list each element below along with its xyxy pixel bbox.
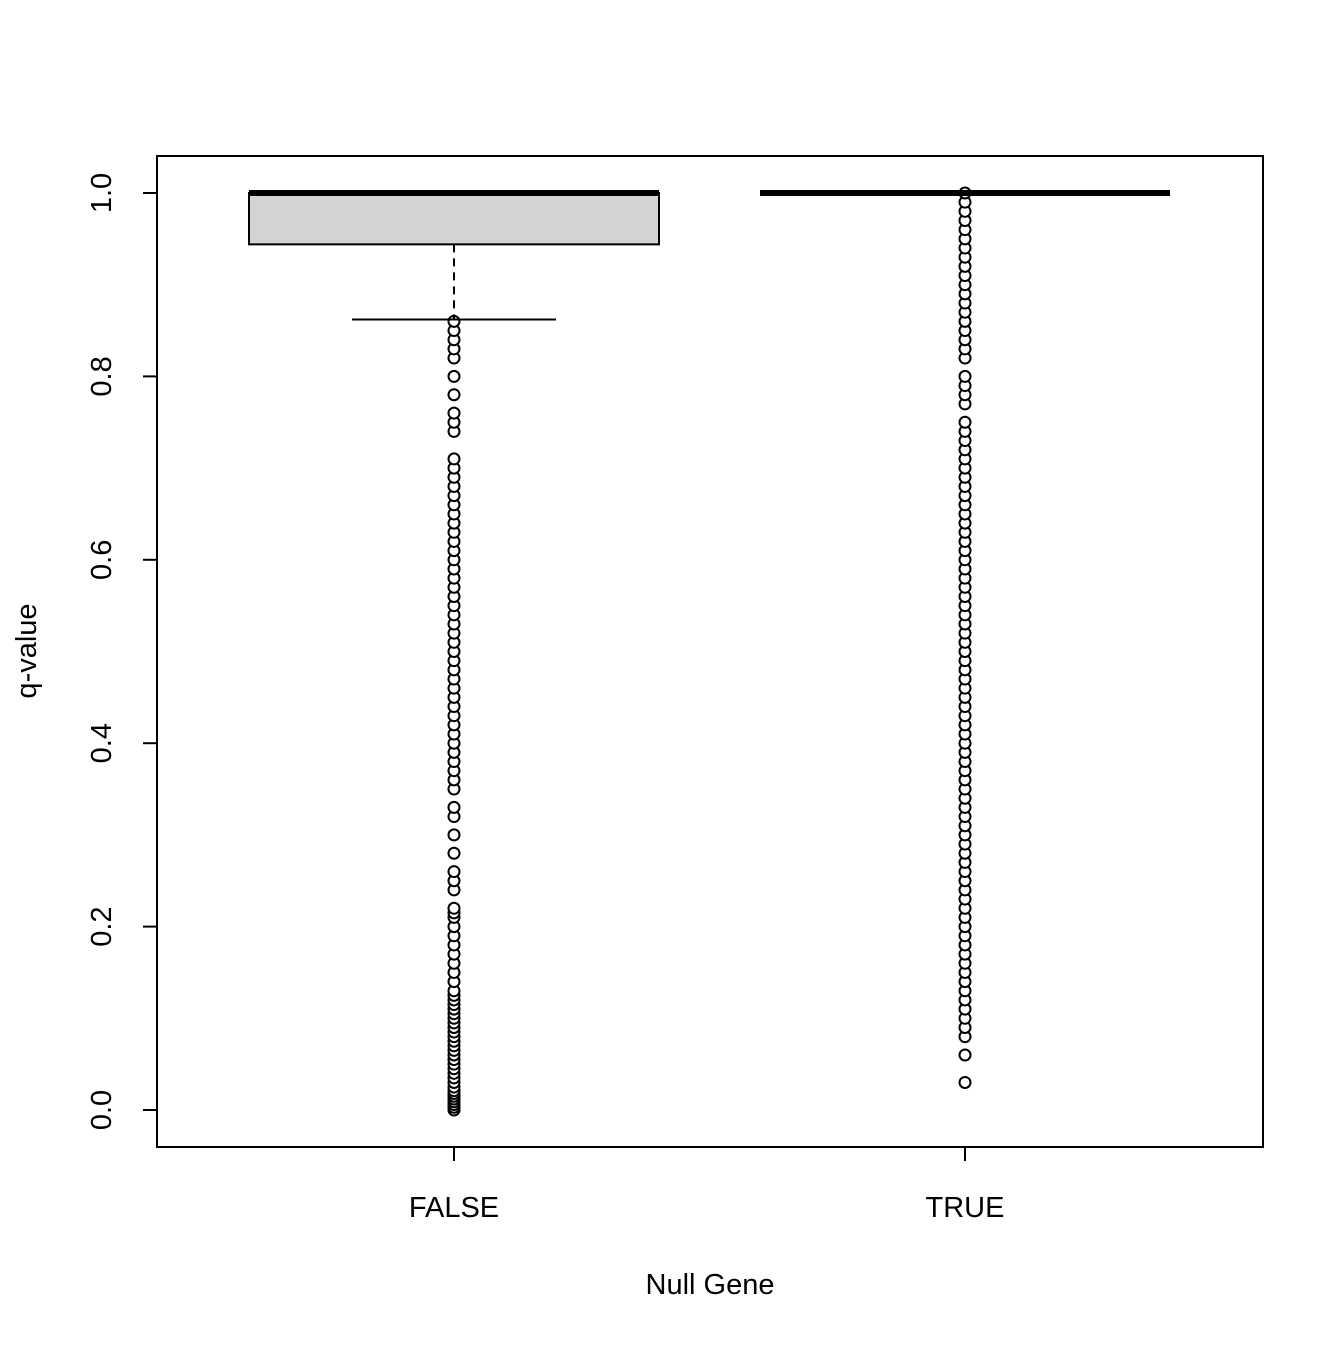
y-tick-label: 0.6 (86, 540, 118, 580)
outlier-point (958, 415, 972, 429)
outlier-point (447, 800, 461, 814)
y-tick-label: 0.2 (86, 906, 118, 946)
x-tick-label: FALSE (409, 1192, 499, 1224)
outlier-point (447, 406, 461, 420)
y-axis-title: q-value (11, 603, 43, 698)
x-axis: FALSE TRUE (409, 1146, 1005, 1224)
outlier-point (447, 901, 461, 915)
outlier-point (958, 1075, 972, 1089)
y-tick-label: 0.0 (86, 1090, 118, 1130)
x-tick-label: TRUE (926, 1192, 1005, 1224)
outlier-point (958, 369, 972, 383)
x-axis-title: Null Gene (646, 1269, 775, 1301)
y-tick-label: 0.8 (86, 356, 118, 396)
outlier-point (447, 828, 461, 842)
outlier-point (447, 865, 461, 879)
y-tick-label: 1.0 (86, 173, 118, 213)
outlier-point (447, 846, 461, 860)
plot-layer (248, 186, 1170, 1117)
box-group-true (760, 186, 1170, 1089)
box-group-false (248, 190, 660, 1117)
outlier-point (958, 1048, 972, 1062)
y-tick-label: 0.4 (86, 723, 118, 763)
outlier-point (447, 388, 461, 402)
box-body (248, 192, 660, 246)
outlier-point (447, 369, 461, 383)
outlier-point (447, 452, 461, 466)
y-axis: 0.0 0.2 0.4 0.6 0.8 1.0 (86, 173, 158, 1130)
